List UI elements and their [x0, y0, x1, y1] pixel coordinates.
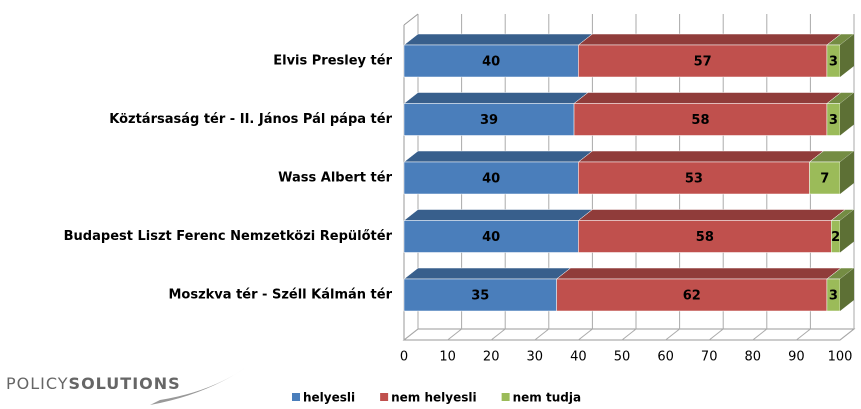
- bar-top: [577, 209, 847, 221]
- bar-segment: [578, 161, 810, 195]
- data-label: 2: [831, 230, 840, 245]
- x-tick-label: 30: [527, 350, 544, 365]
- data-label: 58: [691, 113, 709, 128]
- bar-segment: [578, 44, 828, 78]
- data-label: 57: [694, 55, 712, 70]
- bar-segment: [403, 278, 557, 312]
- logo: POLICYSOLUTIONS: [6, 368, 245, 405]
- legend-swatch: [292, 393, 300, 401]
- side-wall-top: [403, 13, 419, 26]
- data-label: 35: [471, 289, 489, 304]
- logo-bold: SOLUTIONS: [69, 374, 181, 393]
- y-tick-label: Wass Albert tér: [278, 171, 392, 186]
- floor-grid-line: [665, 328, 680, 341]
- data-label: 3: [829, 55, 838, 70]
- x-tick-label: 20: [483, 350, 500, 365]
- floor-grid-line: [708, 328, 724, 341]
- logo-light: POLICY: [6, 374, 69, 393]
- bar-top: [403, 209, 594, 221]
- bar-top: [573, 92, 842, 104]
- bar-end: [840, 92, 854, 136]
- y-tick-label: Köztársaság tér - II. János Pál pápa tér: [109, 112, 392, 127]
- data-label: 39: [480, 113, 498, 128]
- data-label: 53: [685, 172, 703, 187]
- bar-segment: [809, 161, 841, 195]
- x-tick-label: 0: [400, 350, 408, 365]
- x-tick-label: 90: [788, 350, 805, 365]
- legend-label: helyesli: [303, 391, 355, 405]
- logo-swoosh: [150, 368, 245, 405]
- x-tick-label: 10: [439, 350, 456, 365]
- bar-top: [577, 33, 842, 46]
- floor-grid-line: [578, 328, 593, 341]
- floor-grid-line: [796, 328, 811, 341]
- bar-segment: [403, 161, 579, 195]
- legend-swatch: [380, 393, 389, 401]
- bar-end: [840, 34, 854, 77]
- bar-end: [840, 151, 854, 194]
- bar-top: [403, 267, 572, 280]
- x-tick-label: 70: [701, 350, 718, 365]
- x-tick-label: 40: [570, 350, 587, 365]
- bar-top: [403, 150, 594, 163]
- logo-text: POLICYSOLUTIONS: [6, 374, 181, 393]
- y-tick-label: Moszkva tér - Széll Kálmán tér: [168, 288, 392, 303]
- x-tick-label: 50: [614, 350, 631, 365]
- legend-label: nem helyesli: [391, 391, 477, 405]
- data-label: 62: [683, 289, 701, 304]
- floor-grid-line: [490, 328, 506, 341]
- data-label: 40: [482, 55, 500, 70]
- data-label: 3: [829, 289, 838, 304]
- bar-top: [403, 33, 594, 46]
- bar-segment: [556, 278, 828, 312]
- bar-segment: [403, 220, 579, 253]
- y-tick-label: Elvis Presley tér: [273, 54, 392, 69]
- bar-segment: [403, 44, 579, 78]
- data-label: 40: [482, 230, 500, 245]
- bar-end: [840, 268, 854, 311]
- bar-segment: [573, 103, 828, 136]
- floor-grid-line: [839, 328, 855, 341]
- floor-grid-line: [621, 328, 637, 341]
- legend-label: nem tudja: [513, 391, 581, 405]
- y-tick-label: Budapest Liszt Ferenc Nemzetközi Repülőt…: [64, 229, 393, 244]
- bar-top: [577, 150, 825, 163]
- data-label: 3: [829, 113, 838, 128]
- floor-grid-line: [447, 328, 462, 341]
- x-tick-label: 60: [657, 350, 674, 365]
- bar-top: [555, 267, 842, 280]
- data-label: 7: [820, 172, 829, 187]
- legend-swatch: [501, 393, 510, 401]
- floor-grid-line: [534, 328, 550, 341]
- bar-end: [840, 209, 854, 253]
- data-label: 40: [482, 172, 500, 187]
- x-tick-label: 100: [828, 350, 853, 365]
- bar-top: [403, 92, 589, 104]
- data-label: 58: [696, 230, 714, 245]
- floor-grid-line: [403, 328, 419, 341]
- floor-grid-line: [752, 328, 768, 341]
- bar-segment: [578, 220, 832, 253]
- bar-segment: [403, 103, 575, 136]
- x-tick-label: 80: [745, 350, 762, 365]
